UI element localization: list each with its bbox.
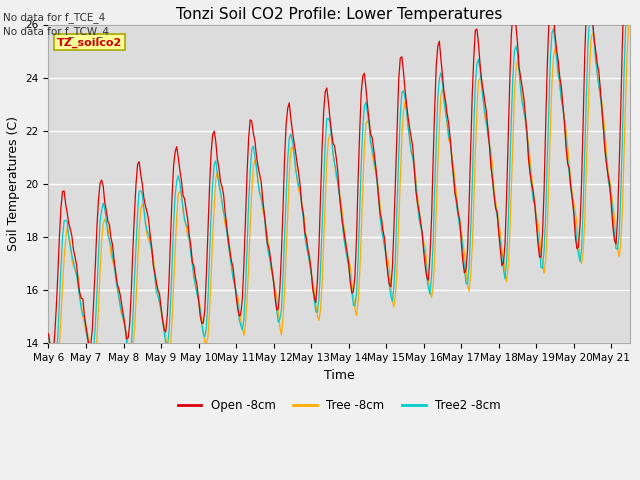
Text: TZ_soilco2: TZ_soilco2 bbox=[57, 37, 122, 48]
Y-axis label: Soil Temperatures (C): Soil Temperatures (C) bbox=[7, 117, 20, 252]
Text: No data for f_TCE_4: No data for f_TCE_4 bbox=[3, 12, 106, 23]
X-axis label: Time: Time bbox=[324, 369, 355, 382]
Title: Tonzi Soil CO2 Profile: Lower Temperatures: Tonzi Soil CO2 Profile: Lower Temperatur… bbox=[176, 7, 502, 22]
Legend: Open -8cm, Tree -8cm, Tree2 -8cm: Open -8cm, Tree -8cm, Tree2 -8cm bbox=[173, 395, 506, 417]
Text: No data for f_TCW_4: No data for f_TCW_4 bbox=[3, 26, 109, 37]
